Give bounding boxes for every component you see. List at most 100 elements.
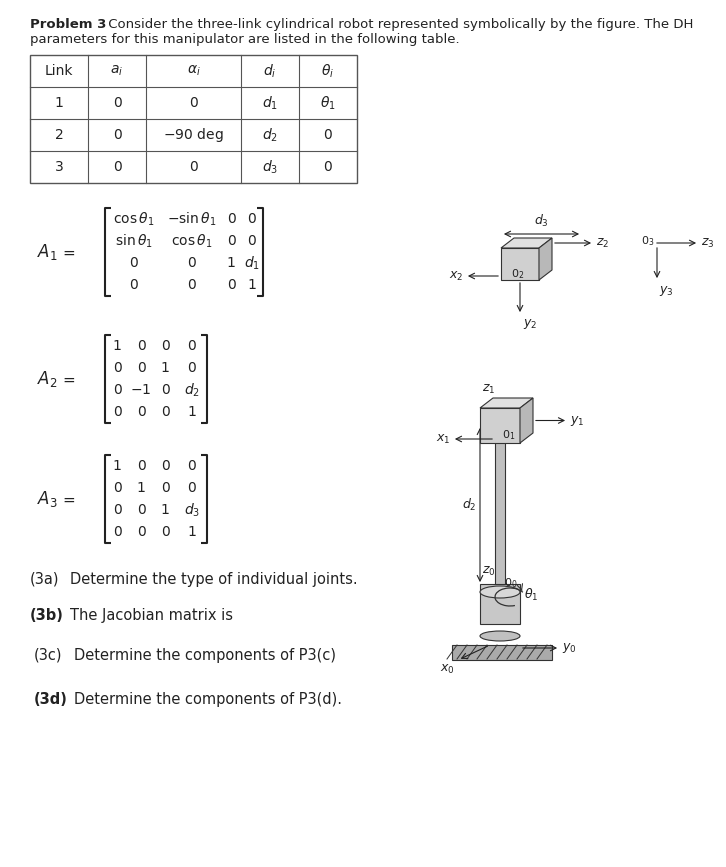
Text: 1: 1	[113, 339, 121, 353]
Text: 0: 0	[113, 481, 121, 495]
Text: $=$: $=$	[60, 371, 76, 387]
Text: 0: 0	[187, 278, 196, 292]
Bar	[30, 55, 357, 183]
Text: 1: 1	[113, 459, 121, 473]
Text: $\theta_1$: $\theta_1$	[320, 95, 336, 112]
Text: 1: 1	[187, 405, 197, 419]
Text: $d_2$: $d_2$	[262, 127, 278, 144]
Bar	[495, 406, 505, 420]
Text: 0: 0	[187, 361, 196, 375]
Text: Link: Link	[45, 64, 73, 78]
Text: 3: 3	[54, 160, 63, 174]
Text: 0: 0	[113, 160, 121, 174]
Text: $\cos\theta_1$: $\cos\theta_1$	[113, 211, 155, 228]
Text: 0: 0	[160, 525, 169, 539]
Text: $a_i$: $a_i$	[110, 64, 123, 78]
Ellipse shape	[480, 631, 520, 641]
Ellipse shape	[480, 586, 520, 598]
Text: $d_3$: $d_3$	[184, 501, 200, 518]
Text: $y_3$: $y_3$	[659, 284, 674, 298]
Text: $A_2$: $A_2$	[38, 369, 58, 389]
Text: 0: 0	[113, 525, 121, 539]
Text: 0: 0	[227, 278, 235, 292]
Text: 1: 1	[136, 481, 145, 495]
Text: $=$: $=$	[60, 244, 76, 259]
Text: $\alpha_i$: $\alpha_i$	[187, 64, 200, 78]
Text: $z_0$: $z_0$	[482, 565, 496, 578]
Text: 0: 0	[130, 278, 139, 292]
Text: $y_1$: $y_1$	[570, 414, 584, 427]
Text: The Jacobian matrix is: The Jacobian matrix is	[70, 608, 233, 623]
Text: $0$: $0$	[323, 160, 333, 174]
Text: 0: 0	[113, 128, 121, 142]
Text: $\theta_i$: $\theta_i$	[322, 62, 335, 80]
Text: 1: 1	[248, 278, 256, 292]
Text: Consider the three-link cylindrical robot represented symbolically by the figure: Consider the three-link cylindrical robo…	[104, 18, 693, 31]
Text: 0: 0	[248, 212, 256, 226]
Text: $d_2$: $d_2$	[462, 497, 477, 513]
Text: $0$: $0$	[323, 128, 333, 142]
Text: $z_2$: $z_2$	[596, 237, 609, 250]
Text: $y_2$: $y_2$	[523, 317, 537, 331]
Text: Determine the type of individual joints.: Determine the type of individual joints.	[70, 572, 358, 587]
Text: 1: 1	[187, 525, 197, 539]
Text: $0_2$: $0_2$	[511, 267, 525, 281]
Text: $-90$ deg: $-90$ deg	[163, 126, 224, 144]
Text: 0: 0	[160, 481, 169, 495]
Text: 0: 0	[136, 361, 145, 375]
Text: 0: 0	[113, 361, 121, 375]
Text: (3d): (3d)	[34, 692, 68, 707]
Text: 0: 0	[136, 459, 145, 473]
Text: 0: 0	[187, 481, 196, 495]
Text: $=$: $=$	[60, 492, 76, 506]
Text: $d_3$: $d_3$	[262, 159, 278, 176]
Text: 1: 1	[227, 256, 235, 270]
Text: $x_0$: $x_0$	[440, 663, 455, 676]
Text: 0: 0	[136, 525, 145, 539]
Text: 0: 0	[160, 459, 169, 473]
Text: 1: 1	[160, 361, 169, 375]
Text: 0: 0	[227, 212, 235, 226]
Polygon shape	[539, 238, 552, 280]
Text: $0_0$: $0_0$	[504, 577, 518, 590]
Text: $d_1$: $d_1$	[244, 254, 260, 271]
Text: 0: 0	[136, 405, 145, 419]
Text: 0: 0	[130, 256, 139, 270]
Text: $\sin\theta_1$: $\sin\theta_1$	[115, 232, 153, 250]
Text: 0: 0	[160, 339, 169, 353]
Text: 0: 0	[248, 234, 256, 248]
Text: 0: 0	[187, 459, 196, 473]
Text: 0: 0	[136, 503, 145, 517]
Text: $x_1$: $x_1$	[436, 433, 450, 446]
Text: 0: 0	[113, 96, 121, 110]
Text: 0: 0	[113, 383, 121, 397]
Text: 0: 0	[113, 503, 121, 517]
Text: 0: 0	[136, 339, 145, 353]
Bar	[480, 408, 520, 443]
Polygon shape	[501, 238, 552, 248]
Text: $d_1$: $d_1$	[262, 95, 278, 112]
Text: 0: 0	[113, 405, 121, 419]
Polygon shape	[520, 398, 533, 443]
Text: $A_3$: $A_3$	[37, 489, 58, 509]
Text: $-1$: $-1$	[131, 383, 152, 397]
Text: 2: 2	[54, 128, 63, 142]
Text: Determine the components of P3(d).: Determine the components of P3(d).	[74, 692, 342, 707]
Text: 0: 0	[187, 256, 196, 270]
Text: $\cos\theta_1$: $\cos\theta_1$	[171, 232, 213, 250]
Text: $A_1$: $A_1$	[37, 242, 58, 262]
Text: (3a): (3a)	[30, 572, 60, 587]
Text: $d_3$: $d_3$	[534, 213, 549, 229]
Bar	[495, 420, 505, 590]
Bar	[480, 584, 520, 624]
Text: $0_3$: $0_3$	[641, 234, 654, 248]
Text: $y_0$: $y_0$	[562, 641, 576, 655]
Text: $z_1$: $z_1$	[481, 383, 495, 396]
Text: $d_i$: $d_i$	[264, 62, 277, 80]
Text: Determine the components of P3(c): Determine the components of P3(c)	[74, 648, 336, 663]
Text: 0: 0	[227, 234, 235, 248]
Text: 0: 0	[160, 383, 169, 397]
Polygon shape	[480, 398, 533, 408]
Text: 1: 1	[54, 96, 63, 110]
Text: $0_1$: $0_1$	[502, 428, 515, 442]
